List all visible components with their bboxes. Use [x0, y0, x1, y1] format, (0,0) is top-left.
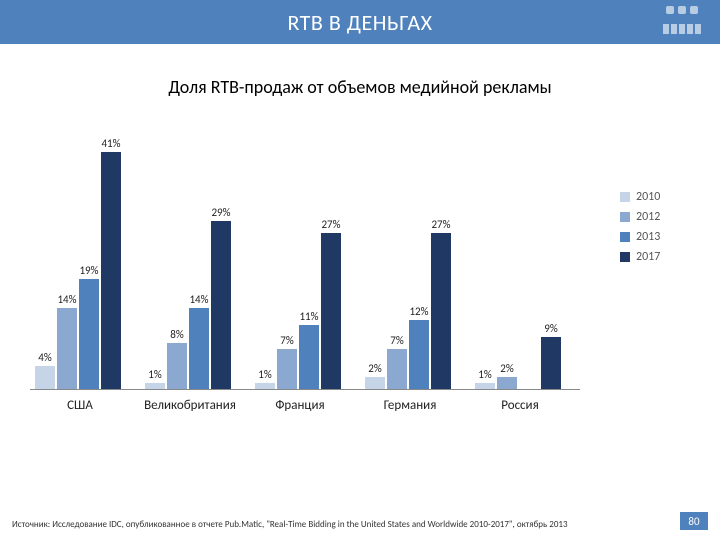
slide-header: RTB В ДЕНЬГАХ: [0, 0, 720, 44]
bar-value-label: 14%: [52, 293, 82, 306]
bar: [541, 337, 561, 389]
bar-group: 4%14%19%41%: [35, 130, 135, 389]
bar-value-label: 8%: [162, 328, 192, 341]
legend-item-2010: 2010: [620, 190, 690, 204]
legend-swatch: [620, 212, 630, 222]
plot-area: 4% 14% 19% 41% 1% 8% 14% 29% 1% 7% 11% 27% 2% 7% 12% 27…: [30, 130, 580, 390]
x-axis-label: Великобритания: [135, 398, 245, 413]
legend-label: 2017: [636, 250, 660, 264]
legend-label: 2013: [636, 230, 660, 244]
source-text: Источник: Исследование IDC, опубликованн…: [12, 519, 568, 530]
logo-icon: [662, 6, 702, 34]
bar: [277, 349, 297, 389]
bar: [431, 233, 451, 389]
legend-label: 2010: [636, 190, 660, 204]
bar: [497, 377, 517, 389]
bar-group: 1%2%9%: [475, 130, 575, 389]
bar: [409, 320, 429, 389]
bar-group: 2%7%12%27%: [365, 130, 465, 389]
bar: [475, 383, 495, 389]
bar-value-label: 4%: [30, 351, 60, 364]
bar-value-label: 12%: [404, 305, 434, 318]
page-number: 80: [680, 512, 708, 530]
bar: [299, 325, 319, 389]
footer: Источник: Исследование IDC, опубликованн…: [12, 512, 708, 530]
bar-value-label: 7%: [382, 334, 412, 347]
x-axis-label: Германия: [355, 398, 465, 413]
bar-group: 1%8%14%29%: [145, 130, 245, 389]
legend-label: 2012: [636, 210, 660, 224]
bar-value-label: 9%: [536, 322, 566, 335]
bar: [189, 308, 209, 389]
bar-value-label: 14%: [184, 293, 214, 306]
legend-swatch: [620, 232, 630, 242]
bar-value-label: 27%: [316, 218, 346, 231]
bar: [79, 279, 99, 389]
bar-value-label: 19%: [74, 264, 104, 277]
legend-item-2017: 2017: [620, 250, 690, 264]
bar-value-label: 1%: [140, 368, 170, 381]
bar-value-label: 29%: [206, 206, 236, 219]
bar-value-label: 41%: [96, 137, 126, 150]
chart-title: Доля RTB-продаж от объемов медийной рекл…: [0, 76, 720, 98]
bar-value-label: 7%: [272, 334, 302, 347]
legend-swatch: [620, 192, 630, 202]
bar: [387, 349, 407, 389]
bar-value-label: 2%: [360, 362, 390, 375]
bar: [167, 343, 187, 389]
bar: [211, 221, 231, 389]
bar-value-label: 1%: [250, 368, 280, 381]
bar: [321, 233, 341, 389]
bar: [57, 308, 77, 389]
bar: [255, 383, 275, 389]
bar-value-label: 2%: [492, 362, 522, 375]
bar: [145, 383, 165, 389]
bar-value-label: 27%: [426, 218, 456, 231]
bar: [101, 152, 121, 389]
x-axis-label: Россия: [465, 398, 575, 413]
legend-swatch: [620, 252, 630, 262]
chart: 4% 14% 19% 41% 1% 8% 14% 29% 1% 7% 11% 27% 2% 7% 12% 27…: [30, 130, 690, 430]
bar-group: 1%7%11%27%: [255, 130, 355, 389]
x-axis-label: США: [25, 398, 135, 413]
legend-item-2013: 2013: [620, 230, 690, 244]
legend-item-2012: 2012: [620, 210, 690, 224]
x-axis-label: Франция: [245, 398, 355, 413]
slide-title: RTB В ДЕНЬГАХ: [287, 9, 432, 36]
legend: 2010 2012 2013 2017: [620, 190, 690, 270]
bar: [35, 366, 55, 389]
bar: [365, 377, 385, 389]
bar-value-label: 11%: [294, 310, 324, 323]
